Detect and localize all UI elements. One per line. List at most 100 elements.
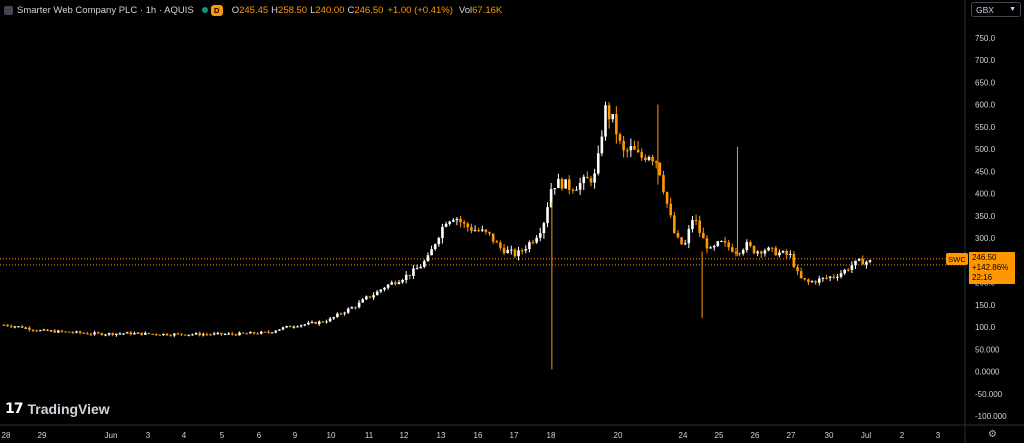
candle-body: [238, 332, 241, 336]
candle-body: [216, 332, 220, 334]
candle-body: [654, 161, 658, 163]
candle-body: [46, 329, 49, 331]
candle-body: [433, 244, 437, 250]
candle-body: [836, 276, 839, 278]
candle-body: [687, 229, 691, 244]
candle-body: [861, 258, 865, 265]
candle-body: [220, 332, 223, 335]
candle-body: [89, 334, 93, 336]
candle-body: [198, 333, 201, 336]
candle-body: [644, 157, 647, 160]
candle-body: [328, 318, 332, 322]
candle-body: [259, 331, 263, 334]
market-status-icon[interactable]: [201, 7, 208, 13]
y-tick-label: 650.0: [975, 78, 996, 87]
y-tick-label: 750.0: [975, 34, 996, 43]
candle-body: [169, 335, 172, 337]
candle-body: [20, 326, 24, 328]
x-tick-label: 12: [400, 431, 409, 440]
candle-body: [9, 326, 13, 328]
candle-body: [828, 276, 832, 278]
symbol-title[interactable]: Smarter Web Company PLC · 1h · AQUIS: [17, 4, 194, 16]
candle-body: [473, 230, 477, 232]
last-price-change: +142.86%: [972, 263, 1009, 272]
candle-body: [651, 156, 654, 162]
candle-body: [662, 175, 665, 193]
candle-body: [839, 273, 843, 277]
candle-body: [633, 146, 636, 150]
candle-body: [441, 226, 444, 239]
settings-gear-icon[interactable]: ⚙: [988, 429, 997, 440]
tradingview-logo[interactable]: 17 TradingView: [5, 401, 110, 417]
candle-body: [582, 176, 586, 184]
candle-body: [752, 245, 756, 254]
candle-body: [738, 253, 741, 255]
candle-body: [191, 334, 194, 336]
candle-body: [162, 333, 165, 336]
candle-body: [868, 260, 872, 262]
x-tick-label: 29: [38, 431, 47, 440]
candle-body: [430, 249, 433, 256]
x-tick-label: Jun: [105, 431, 118, 440]
candle-body: [234, 334, 238, 336]
candle-body: [86, 333, 89, 335]
volume-label: Vol: [458, 4, 473, 16]
x-tick-label: 13: [437, 431, 446, 440]
x-tick-label: 3: [146, 431, 151, 440]
candle-body: [778, 252, 781, 256]
candle-body: [857, 258, 861, 261]
candle-body: [799, 271, 803, 279]
y-tick-label: 350.0: [975, 212, 996, 221]
change-value: +1.00 (+0.41%): [387, 4, 453, 16]
y-tick-label: 700.0: [975, 56, 996, 65]
candle-body: [28, 327, 31, 330]
tradingview-wordmark: TradingView: [27, 401, 110, 417]
y-tick-label: 300.0: [975, 234, 996, 243]
currency-selector[interactable]: GBX ▼: [971, 2, 1021, 17]
candle-body: [350, 307, 354, 309]
candle-body: [129, 332, 133, 335]
candle-body: [731, 247, 734, 252]
candle-body: [814, 281, 817, 283]
candle-body: [245, 333, 249, 335]
y-tick-label: 0.0000: [975, 368, 1000, 377]
symbol-legend: Smarter Web Company PLC · 1h · AQUIS D O…: [4, 3, 502, 17]
candle-body: [35, 330, 38, 332]
delay-badge[interactable]: D: [210, 4, 223, 16]
candle-body: [379, 289, 383, 292]
candle-body: [640, 152, 644, 158]
candle-body: [495, 241, 499, 243]
candle-body: [314, 321, 317, 324]
y-tick-label: -50.000: [975, 390, 1003, 399]
candle-body: [154, 333, 158, 335]
candle-body: [553, 188, 557, 190]
candle-body: [850, 265, 854, 270]
candle-body: [611, 114, 615, 120]
last-price-tag: 246.50 +142.86% 22:16: [969, 252, 1015, 284]
candle-body: [484, 229, 488, 232]
candle-body: [107, 333, 111, 335]
x-tick-label: 2: [900, 431, 905, 440]
x-tick-label: 10: [327, 431, 336, 440]
candle-body: [803, 278, 807, 280]
candle-body: [263, 331, 267, 333]
x-tick-label: 5: [220, 431, 225, 440]
candle-body: [557, 178, 560, 189]
candle-body: [278, 329, 281, 331]
open-value: 245.45: [239, 4, 269, 16]
candle-body: [578, 183, 582, 190]
candle-body: [104, 334, 107, 336]
y-tick-label: 550.0: [975, 123, 996, 132]
candle-body: [741, 249, 745, 254]
candle-body: [180, 333, 183, 335]
candle-body: [832, 276, 836, 278]
candle-body: [267, 331, 270, 333]
candle-body: [669, 203, 673, 216]
candle-body: [538, 233, 542, 238]
candle-body: [223, 334, 227, 336]
candle-body: [604, 105, 607, 137]
candle-body: [502, 247, 506, 254]
candle-body: [716, 241, 720, 247]
candle-body: [520, 250, 524, 252]
